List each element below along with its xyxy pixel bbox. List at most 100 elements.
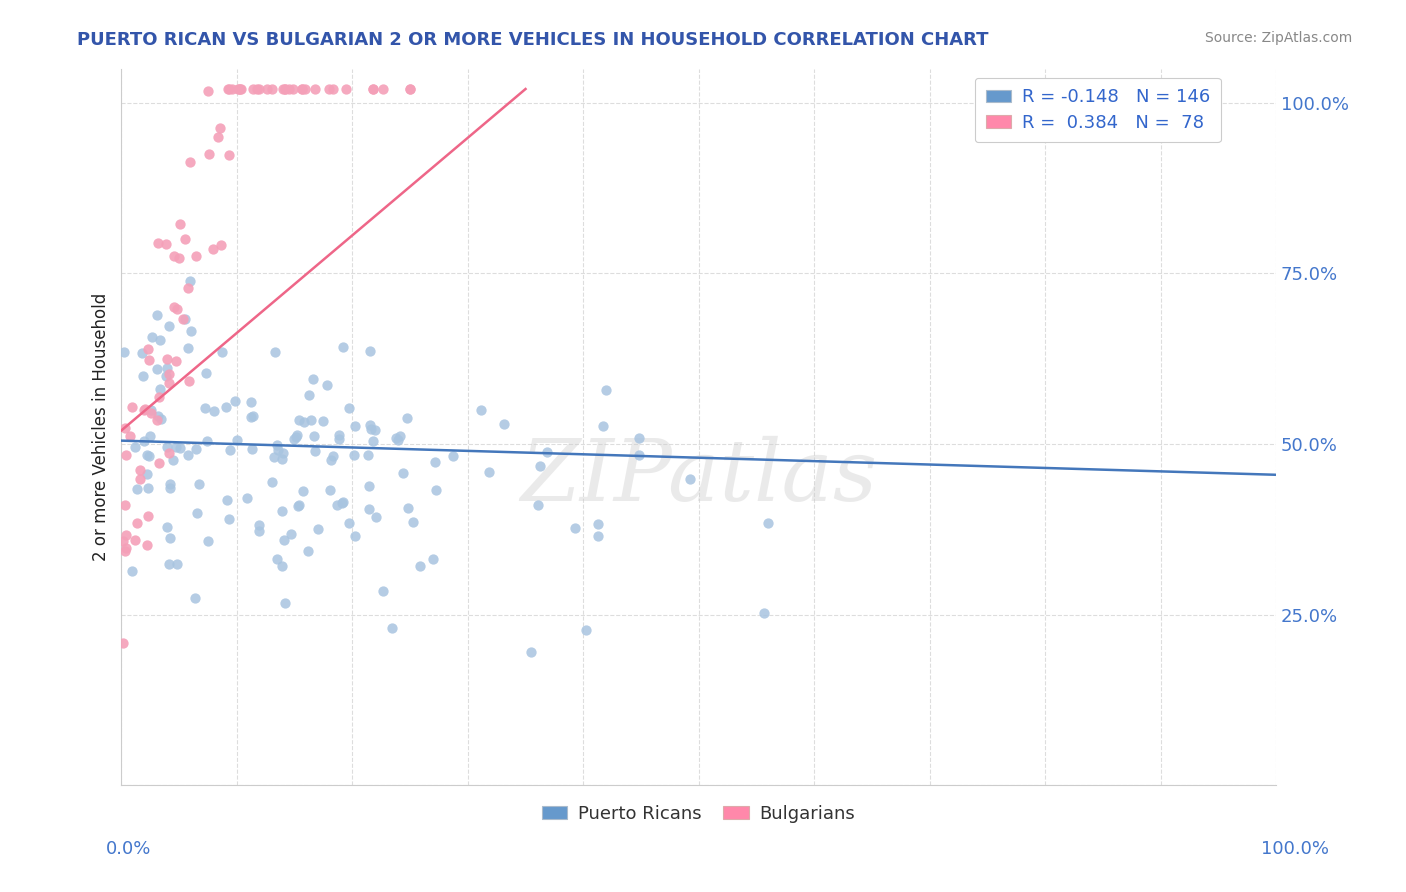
Point — [335, 82, 357, 96]
Point — [478, 465, 501, 479]
Point — [138, 342, 160, 356]
Point — [287, 500, 309, 514]
Text: Source: ZipAtlas.com: Source: ZipAtlas.com — [1205, 31, 1353, 45]
Point — [157, 367, 180, 381]
Point — [392, 467, 415, 481]
Point — [172, 312, 194, 326]
Point — [285, 428, 308, 442]
Point — [332, 496, 354, 510]
Point — [146, 308, 169, 322]
Point — [409, 558, 432, 573]
Point — [402, 515, 425, 529]
Point — [155, 236, 177, 251]
Point — [328, 428, 350, 442]
Point — [224, 394, 246, 409]
Point — [266, 552, 288, 566]
Point — [332, 340, 354, 354]
Point — [186, 506, 208, 520]
Point — [756, 516, 779, 530]
Point — [396, 500, 419, 515]
Point — [162, 453, 184, 467]
Point — [218, 443, 240, 458]
Point — [163, 300, 186, 314]
Point — [422, 552, 444, 566]
Point — [247, 524, 270, 539]
Point — [179, 374, 201, 388]
Point — [157, 557, 180, 571]
Point — [150, 411, 173, 425]
Point — [266, 437, 288, 451]
Point — [128, 463, 150, 477]
Point — [247, 517, 270, 532]
Point — [271, 82, 294, 96]
Point — [163, 249, 186, 263]
Point — [159, 477, 181, 491]
Point — [167, 251, 190, 265]
Point — [148, 390, 170, 404]
Point — [195, 366, 218, 380]
Point — [263, 450, 285, 465]
Point — [357, 502, 380, 516]
Point — [274, 82, 297, 96]
Point — [274, 82, 297, 96]
Point — [136, 448, 159, 462]
Point — [157, 445, 180, 459]
Point — [318, 82, 340, 96]
Point — [301, 372, 323, 386]
Point — [366, 510, 388, 524]
Point — [678, 472, 700, 486]
Point — [262, 475, 284, 489]
Legend: Puerto Ricans, Bulgarians: Puerto Ricans, Bulgarians — [534, 797, 862, 830]
Point — [273, 533, 295, 548]
Point — [291, 82, 314, 96]
Point — [127, 516, 149, 530]
Point — [184, 591, 207, 605]
Point — [125, 482, 148, 496]
Point — [297, 543, 319, 558]
Point — [357, 479, 380, 493]
Point — [157, 376, 180, 390]
Point — [328, 432, 350, 446]
Point — [361, 82, 384, 96]
Point — [166, 557, 188, 571]
Point — [256, 82, 278, 96]
Point — [343, 529, 366, 543]
Point — [326, 499, 349, 513]
Point — [399, 82, 422, 96]
Point — [156, 351, 179, 366]
Point — [173, 311, 195, 326]
Point — [292, 415, 315, 429]
Point — [169, 217, 191, 231]
Point — [156, 519, 179, 533]
Point — [396, 411, 419, 425]
Point — [592, 419, 614, 434]
Text: 100.0%: 100.0% — [1261, 840, 1329, 858]
Point — [166, 301, 188, 316]
Point — [226, 82, 249, 96]
Point — [114, 543, 136, 558]
Point — [627, 448, 650, 462]
Point — [177, 448, 200, 462]
Point — [240, 395, 263, 409]
Point — [139, 429, 162, 443]
Point — [271, 452, 294, 467]
Point — [423, 455, 446, 469]
Point — [316, 378, 339, 392]
Point — [371, 82, 394, 96]
Point — [564, 521, 586, 535]
Point — [280, 527, 302, 541]
Point — [184, 442, 207, 456]
Point — [536, 445, 558, 459]
Point — [209, 238, 232, 252]
Point — [132, 434, 155, 448]
Point — [132, 369, 155, 384]
Point — [195, 434, 218, 449]
Text: PUERTO RICAN VS BULGARIAN 2 OR MORE VEHICLES IN HOUSEHOLD CORRELATION CHART: PUERTO RICAN VS BULGARIAN 2 OR MORE VEHI… — [77, 31, 988, 49]
Point — [628, 431, 651, 445]
Point — [267, 443, 290, 458]
Point — [586, 517, 609, 532]
Point — [166, 353, 188, 368]
Point — [299, 413, 322, 427]
Point — [470, 403, 492, 417]
Point — [179, 155, 201, 169]
